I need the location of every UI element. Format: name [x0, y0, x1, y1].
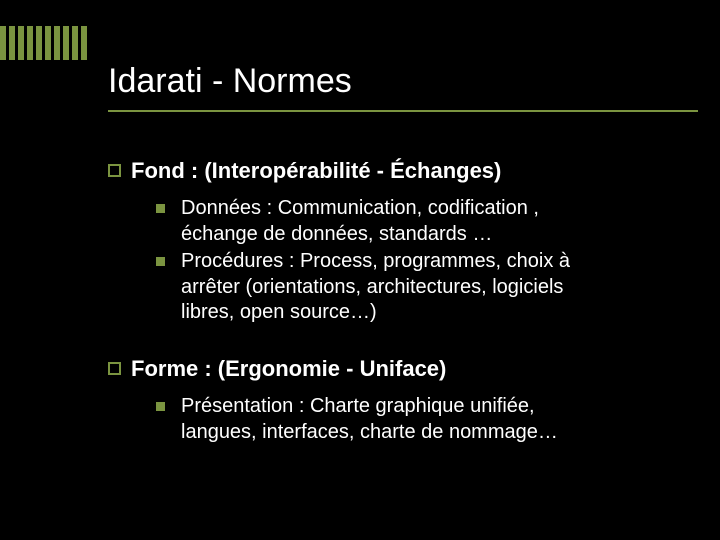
- section-suffix: : (Interopérabilité - Échanges): [185, 158, 502, 183]
- body: Fond : (Interopérabilité - Échanges) Don…: [0, 134, 600, 447]
- section-heading: Fond : (Interopérabilité - Échanges): [108, 158, 600, 184]
- top-accent-bars: [0, 26, 90, 60]
- solid-square-bullet-icon: [156, 204, 165, 213]
- hollow-square-bullet-icon: [108, 164, 121, 177]
- slide-content: Idarati - Normes: [0, 0, 600, 101]
- list-item: Procédures : Process, programmes, choix …: [156, 249, 600, 326]
- solid-square-bullet-icon: [156, 402, 165, 411]
- list-item: Présentation : Charte graphique unifiée,…: [156, 394, 600, 445]
- section-suffix: : (Ergonomie - Uniface): [198, 356, 446, 381]
- slide-title: Idarati - Normes: [108, 62, 600, 101]
- solid-square-bullet-icon: [156, 257, 165, 266]
- section-title: Fond : (Interopérabilité - Échanges): [131, 158, 501, 184]
- section-forme: Forme : (Ergonomie - Uniface) Présentati…: [108, 356, 600, 445]
- section-label: Fond: [131, 158, 185, 183]
- section-fond: Fond : (Interopérabilité - Échanges) Don…: [108, 158, 600, 326]
- title-underline: [108, 110, 698, 112]
- section-title: Forme : (Ergonomie - Uniface): [131, 356, 446, 382]
- item-text: Procédures : Process, programmes, choix …: [181, 249, 600, 326]
- item-text: Présentation : Charte graphique unifiée,…: [181, 394, 600, 445]
- sub-list: Données : Communication, codification , …: [156, 196, 600, 326]
- list-item: Données : Communication, codification , …: [156, 196, 600, 247]
- section-label: Forme: [131, 356, 198, 381]
- hollow-square-bullet-icon: [108, 362, 121, 375]
- item-text: Données : Communication, codification , …: [181, 196, 600, 247]
- sub-list: Présentation : Charte graphique unifiée,…: [156, 394, 600, 445]
- section-heading: Forme : (Ergonomie - Uniface): [108, 356, 600, 382]
